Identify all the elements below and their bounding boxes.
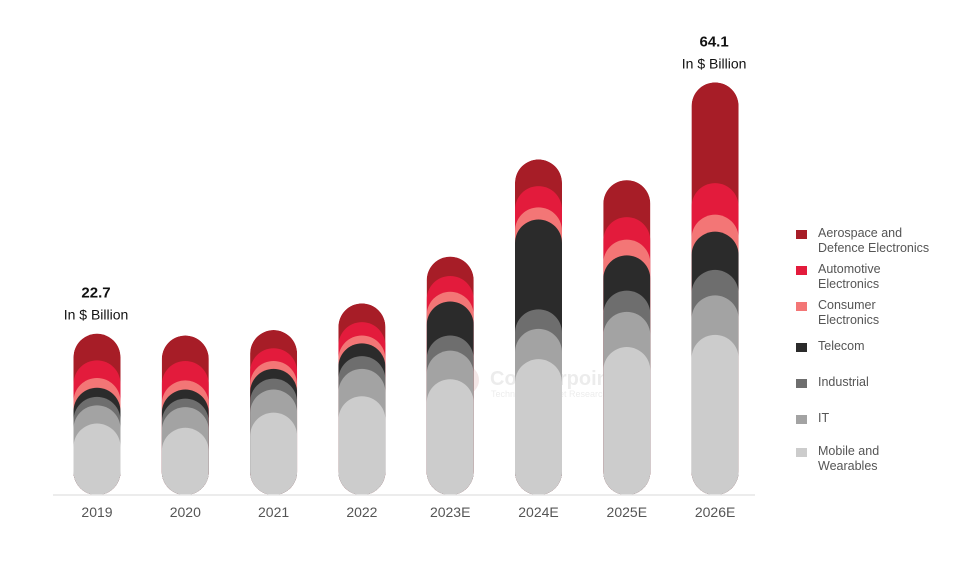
- legend-label: Automotive Electronics: [818, 262, 881, 291]
- legend-swatch: [796, 343, 807, 352]
- x-tick-label-2019: 2019: [81, 504, 112, 520]
- x-tick-label-2024E: 2024E: [518, 504, 558, 520]
- legend-label: Telecom: [818, 339, 865, 353]
- bars-layer: [73, 82, 739, 496]
- legend-item: Industrial: [796, 375, 976, 390]
- legend-item: Automotive Electronics: [796, 262, 976, 292]
- bar-2023E: [426, 256, 474, 496]
- bar-segment-2020-1: [161, 427, 209, 495]
- legend-label: Aerospace and Defence Electronics: [818, 226, 930, 255]
- x-tick-label-2023E: 2023E: [430, 504, 470, 520]
- legend-swatch: [796, 230, 807, 239]
- legend-item: IT: [796, 411, 976, 426]
- annotation-value-2019: 22.7: [81, 285, 110, 302]
- legend-label: Consumer Electronics: [818, 298, 880, 327]
- bar-segment-2026E-1: [691, 334, 739, 495]
- annotation-value-2026E: 64.1: [699, 33, 728, 50]
- bar-2022: [338, 303, 386, 496]
- x-tick-label-2020: 2020: [170, 504, 201, 520]
- legend-label: IT: [818, 411, 830, 425]
- legend-item: Telecom: [796, 339, 976, 354]
- legend-label: Mobile and Wearables: [818, 444, 880, 473]
- x-tick-label-2021: 2021: [258, 504, 289, 520]
- bar-segment-2023E-1: [426, 379, 474, 496]
- bar-segment-2024E-1: [515, 359, 562, 496]
- bar-2020: [161, 335, 209, 495]
- legend-label: Industrial: [818, 375, 869, 389]
- bar-segment-2021-1: [250, 412, 298, 495]
- bar-2026E: [691, 82, 739, 495]
- bar-segment-2025E-1: [603, 347, 651, 495]
- x-axis-ticks: 2019 2020 2021 2022 2023E 2024E 2025E 2026E: [81, 504, 735, 520]
- bar-2025E: [603, 180, 651, 495]
- legend-item: Mobile and Wearables: [796, 444, 976, 474]
- bar-2021: [250, 330, 298, 495]
- x-tick-label-2022: 2022: [346, 504, 377, 520]
- x-tick-label-2026E: 2026E: [695, 504, 735, 520]
- legend-swatch: [796, 448, 807, 457]
- bar-2019: [73, 333, 121, 495]
- legend-item: Consumer Electronics: [796, 298, 976, 328]
- legend-item: Aerospace and Defence Electronics: [796, 226, 976, 256]
- annotation-unit-2026E: In $ Billion: [682, 55, 747, 71]
- annotations: 22.7 In $ Billion 64.1 In $ Billion: [64, 33, 747, 322]
- annotation-unit-2019: In $ Billion: [64, 307, 129, 323]
- legend-swatch: [796, 379, 807, 388]
- legend-swatch: [796, 302, 807, 311]
- x-tick-label-2025E: 2025E: [607, 504, 647, 520]
- bar-2024E: [515, 159, 562, 496]
- legend-swatch: [796, 266, 807, 275]
- bar-segment-2022-1: [338, 396, 386, 496]
- legend-swatch: [796, 415, 807, 424]
